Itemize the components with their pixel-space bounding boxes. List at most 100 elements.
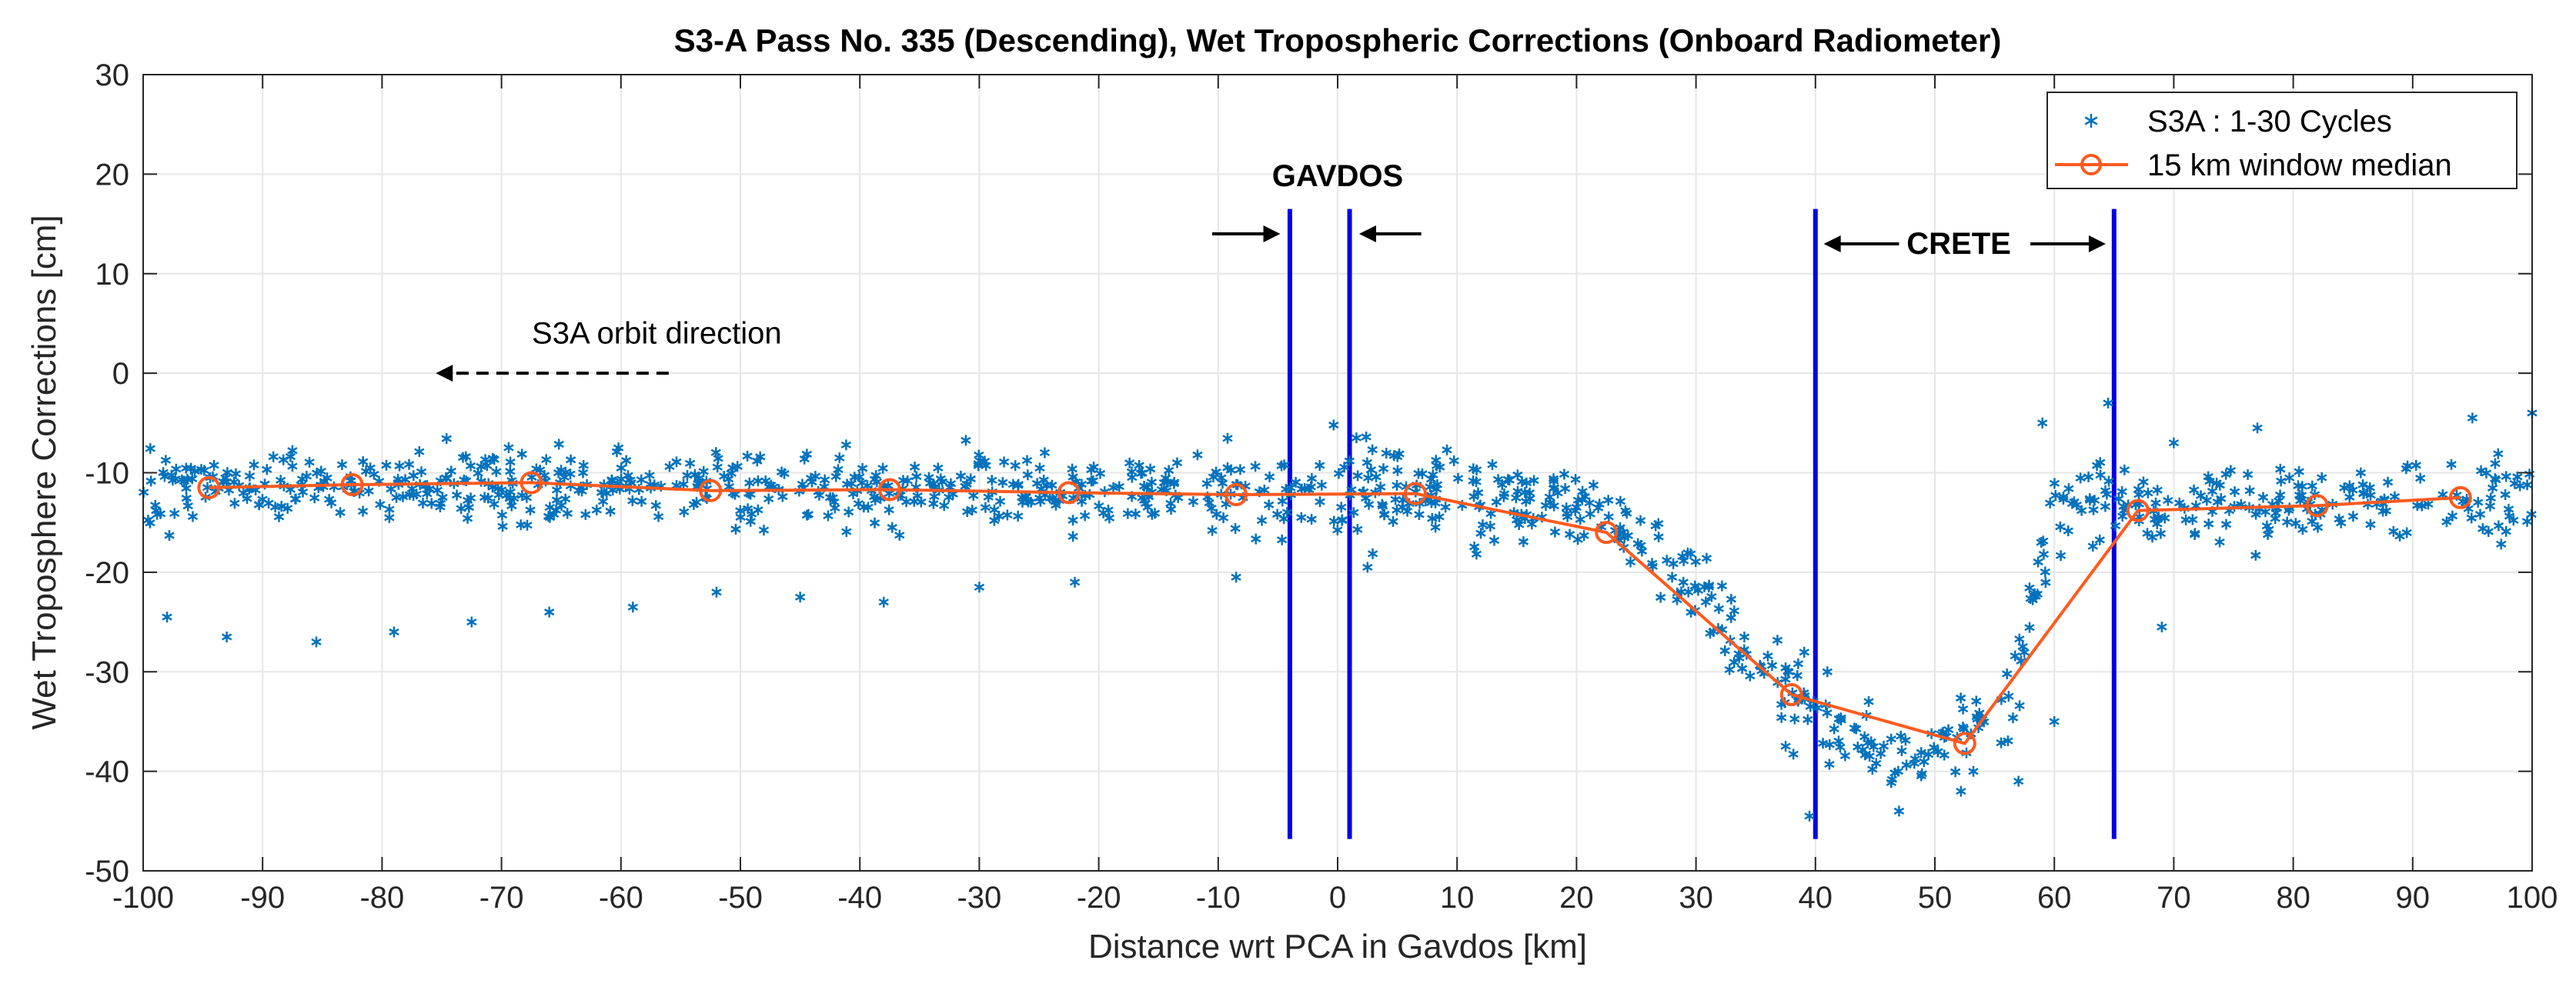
scatter-point-stroke xyxy=(605,507,616,515)
x-tick-label: 40 xyxy=(1799,881,1833,915)
scatter-point-stroke xyxy=(169,509,180,518)
median-point xyxy=(1057,481,1081,505)
scatter-point-stroke xyxy=(1352,525,1363,533)
scatter-point xyxy=(1851,723,1862,735)
scatter-point xyxy=(1682,586,1694,598)
scatter-point-stroke xyxy=(2220,470,2231,478)
scatter-point xyxy=(2382,476,2394,488)
scatter-point xyxy=(1570,474,1581,485)
scatter-point xyxy=(1351,432,1362,444)
scatter-point xyxy=(841,478,853,490)
scatter-point-stroke xyxy=(1315,498,1325,505)
scatter-point-stroke xyxy=(1502,475,1513,483)
scatter-point xyxy=(1636,545,1648,557)
scatter-point xyxy=(937,476,947,488)
scatter-point-stroke xyxy=(2204,478,2215,485)
scatter-point-stroke xyxy=(1540,502,1552,509)
scatter-point-stroke xyxy=(483,494,493,502)
scatter-point xyxy=(857,462,868,474)
legend: S3A : 1-30 Cycles 15 km window median xyxy=(2046,92,2518,189)
scatter-point xyxy=(462,512,473,524)
scatter-point-stroke xyxy=(2103,477,2114,485)
scatter-point xyxy=(2297,524,2308,535)
scatter-point-stroke xyxy=(2504,512,2515,520)
scatter-point-stroke xyxy=(1739,646,1749,654)
x-tick-label: -50 xyxy=(718,881,763,915)
scatter-point-stroke xyxy=(2284,506,2294,514)
scatter-point-stroke xyxy=(1936,730,1947,738)
scatter-point xyxy=(316,465,326,477)
scatter-point-stroke xyxy=(526,473,537,481)
scatter-point xyxy=(1901,759,1912,771)
scatter-point xyxy=(1468,463,1479,475)
scatter-point-stroke xyxy=(2195,492,2207,499)
scatter-point-stroke xyxy=(2484,502,2496,510)
scatter-point-stroke xyxy=(2381,507,2392,515)
scatter-point-stroke xyxy=(2049,479,2060,487)
scatter-point xyxy=(169,508,180,519)
scatter-point-stroke xyxy=(1544,493,1555,501)
scatter-point-stroke xyxy=(1388,452,1399,459)
scatter-point-stroke xyxy=(752,457,763,465)
scatter-point-stroke xyxy=(1281,485,1291,493)
scatter-point xyxy=(576,485,587,497)
scatter-point-stroke xyxy=(1745,672,1756,680)
scatter-point-stroke xyxy=(1579,532,1589,539)
scatter-point xyxy=(301,471,312,482)
scatter-point-stroke xyxy=(2119,466,2130,474)
annotation-arrow-head xyxy=(2088,235,2106,252)
scatter-point xyxy=(505,456,516,468)
scatter-point-stroke xyxy=(1511,516,1522,524)
scatter-point-stroke xyxy=(1328,517,1339,525)
scatter-point xyxy=(679,506,690,518)
scatter-point xyxy=(998,456,1010,468)
scatter-point-stroke xyxy=(1162,478,1174,486)
scatter-point-stroke xyxy=(543,609,555,616)
scatter-point-stroke xyxy=(2457,498,2468,505)
scatter-point-stroke xyxy=(1619,534,1630,542)
scatter-point xyxy=(854,471,865,482)
scatter-point-stroke xyxy=(853,500,864,508)
scatter-point-stroke xyxy=(465,462,476,470)
scatter-point-stroke xyxy=(840,441,852,448)
x-tick-label: 90 xyxy=(2396,881,2431,915)
scatter-point-stroke xyxy=(541,455,552,464)
scatter-point-stroke xyxy=(2087,542,2098,550)
scatter-point-stroke xyxy=(1909,759,1920,767)
scatter-point-stroke xyxy=(1348,509,1359,516)
scatter-point xyxy=(1788,749,1799,760)
scatter-point-stroke xyxy=(960,482,971,490)
scatter-point xyxy=(199,465,209,476)
scatter-point-stroke xyxy=(2275,465,2286,473)
scatter-point-stroke xyxy=(1701,555,1712,562)
scatter-point xyxy=(712,462,723,473)
scatter-point xyxy=(801,448,813,460)
scatter-point xyxy=(1392,505,1402,516)
scatter-point xyxy=(1235,464,1246,475)
scatter-point-stroke xyxy=(1896,747,1907,755)
scatter-point xyxy=(1822,707,1833,719)
scatter-point xyxy=(2364,482,2375,493)
scatter-point-stroke xyxy=(1471,550,1482,558)
scatter-point-stroke xyxy=(1067,532,1078,540)
scatter-point xyxy=(417,497,429,509)
scatter-point xyxy=(182,474,193,485)
scatter-point xyxy=(1716,580,1728,592)
scatter-point-stroke xyxy=(2076,507,2087,515)
scatter-point xyxy=(1094,500,1104,512)
x-tick-label: 30 xyxy=(1679,881,1713,915)
scatter-point-stroke xyxy=(2252,424,2263,432)
scatter-point-stroke xyxy=(2088,506,2099,514)
scatter-point-stroke xyxy=(1564,531,1575,539)
scatter-point xyxy=(664,461,675,472)
scatter-point-stroke xyxy=(2307,482,2317,490)
scatter-point xyxy=(551,484,563,495)
scatter-point xyxy=(1666,572,1678,583)
scatter-point xyxy=(1094,468,1106,479)
scatter-point xyxy=(606,474,617,485)
x-tick-label: -70 xyxy=(479,881,524,915)
scatter-point-stroke xyxy=(2044,499,2056,507)
scatter-point-stroke xyxy=(998,458,1010,466)
scatter-point xyxy=(653,511,664,522)
scatter-point-stroke xyxy=(1402,507,1413,515)
